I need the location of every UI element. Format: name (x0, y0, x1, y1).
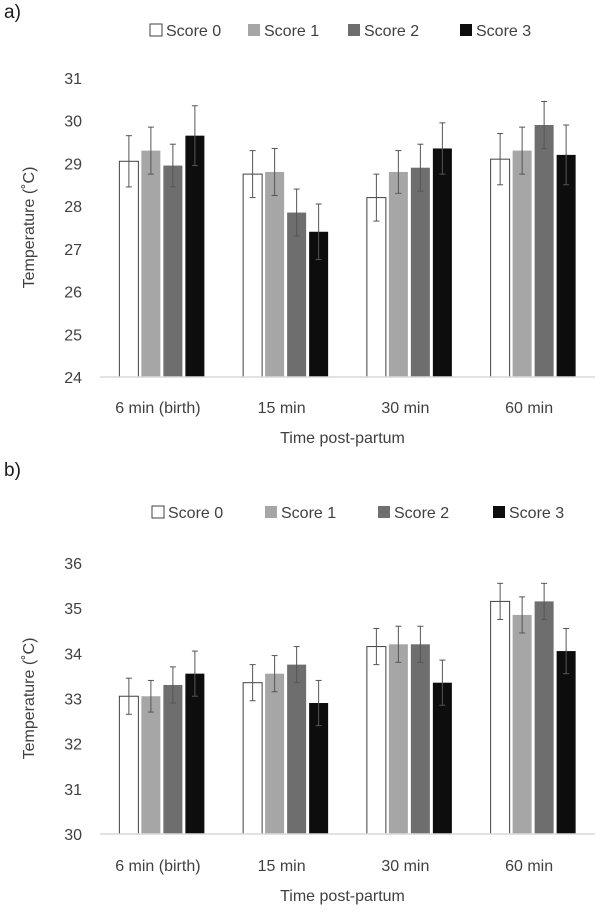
legend-swatch (149, 23, 163, 37)
y-tick-label: 25 (64, 327, 82, 344)
x-tick-label: 15 min (258, 400, 306, 417)
bar (242, 173, 263, 378)
x-axis-label: Time post-partum (280, 888, 405, 905)
bar-chart-b: Score 0 Score 1 Score 2 Score 3 30 31 32 33 34 35… (21, 505, 595, 905)
bar (185, 135, 205, 377)
legend-swatch (348, 24, 360, 36)
bar (556, 154, 576, 377)
legend-label: Score 3 (509, 505, 564, 522)
chart-panel-a: a) Score 0 Score 1 Score 2 Score 3 24 25 26 27 2… (0, 0, 612, 457)
legend-label: Score 1 (281, 505, 336, 522)
chart-panel-b: b) Score 0 Score 1 Score 2 Score 3 30 31 32 33 3… (0, 458, 612, 915)
bar (534, 124, 554, 377)
y-tick-label: 30 (64, 827, 82, 844)
legend-swatch (460, 24, 472, 36)
y-tick-label: 31 (64, 782, 82, 799)
bar-chart-a: Score 0 Score 1 Score 2 Score 3 24 25 26 27 28 29… (21, 23, 595, 447)
legend-label: Score 1 (264, 23, 319, 40)
bar (265, 171, 285, 377)
y-tick-label: 34 (64, 646, 82, 663)
y-tick-label: 30 (64, 114, 82, 131)
bar (141, 696, 161, 834)
bar (309, 703, 329, 834)
legend-label: Score 3 (476, 23, 531, 40)
bar (287, 212, 307, 377)
y-axis-label: Temperature (˚C) (21, 638, 38, 760)
y-tick-label: 27 (64, 242, 82, 259)
bar (512, 614, 532, 834)
legend-swatch (151, 505, 165, 519)
bar (410, 644, 430, 834)
legend-label: Score 0 (168, 505, 223, 522)
legend-label: Score 2 (364, 23, 419, 40)
y-tick-label: 32 (64, 737, 82, 754)
panel-label: a) (4, 2, 21, 23)
bar (410, 167, 430, 377)
bar (265, 673, 285, 834)
bar (118, 160, 139, 378)
bar (163, 684, 183, 834)
y-tick-label: 36 (64, 556, 82, 573)
bar (388, 644, 408, 834)
bar (490, 600, 511, 835)
x-tick-label: 15 min (258, 858, 306, 875)
legend-label: Score 0 (166, 23, 221, 40)
bar (490, 158, 511, 378)
x-tick-label: 30 min (381, 400, 429, 417)
y-tick-label: 29 (64, 156, 82, 173)
bar (242, 682, 263, 835)
x-axis-label: Time post-partum (280, 430, 405, 447)
y-tick-label: 31 (64, 71, 82, 88)
x-tick-label: 60 min (505, 858, 553, 875)
x-tick-label: 60 min (505, 400, 553, 417)
bar (432, 148, 452, 377)
legend-swatch (248, 24, 260, 36)
y-tick-label: 28 (64, 199, 82, 216)
bar (512, 150, 532, 377)
bar (432, 682, 452, 834)
y-tick-label: 26 (64, 285, 82, 302)
bar (388, 171, 408, 377)
bar (534, 601, 554, 834)
bar (163, 165, 183, 377)
y-tick-label: 24 (64, 370, 82, 387)
x-tick-label: 30 min (381, 858, 429, 875)
y-axis-label: Temperature (˚C) (21, 167, 38, 289)
bar (185, 673, 205, 834)
bar (141, 150, 161, 377)
bar (366, 646, 387, 835)
bar (287, 664, 307, 834)
x-tick-label: 6 min (birth) (115, 858, 200, 875)
bar (309, 231, 329, 377)
y-tick-label: 35 (64, 601, 82, 618)
legend-swatch (493, 506, 505, 518)
x-tick-label: 6 min (birth) (115, 400, 200, 417)
bar (366, 197, 387, 378)
panel-label: b) (4, 460, 21, 481)
bar (556, 651, 576, 834)
bar (118, 695, 139, 835)
y-tick-label: 33 (64, 692, 82, 709)
legend-swatch (265, 506, 277, 518)
legend-swatch (378, 506, 390, 518)
legend-label: Score 2 (394, 505, 449, 522)
